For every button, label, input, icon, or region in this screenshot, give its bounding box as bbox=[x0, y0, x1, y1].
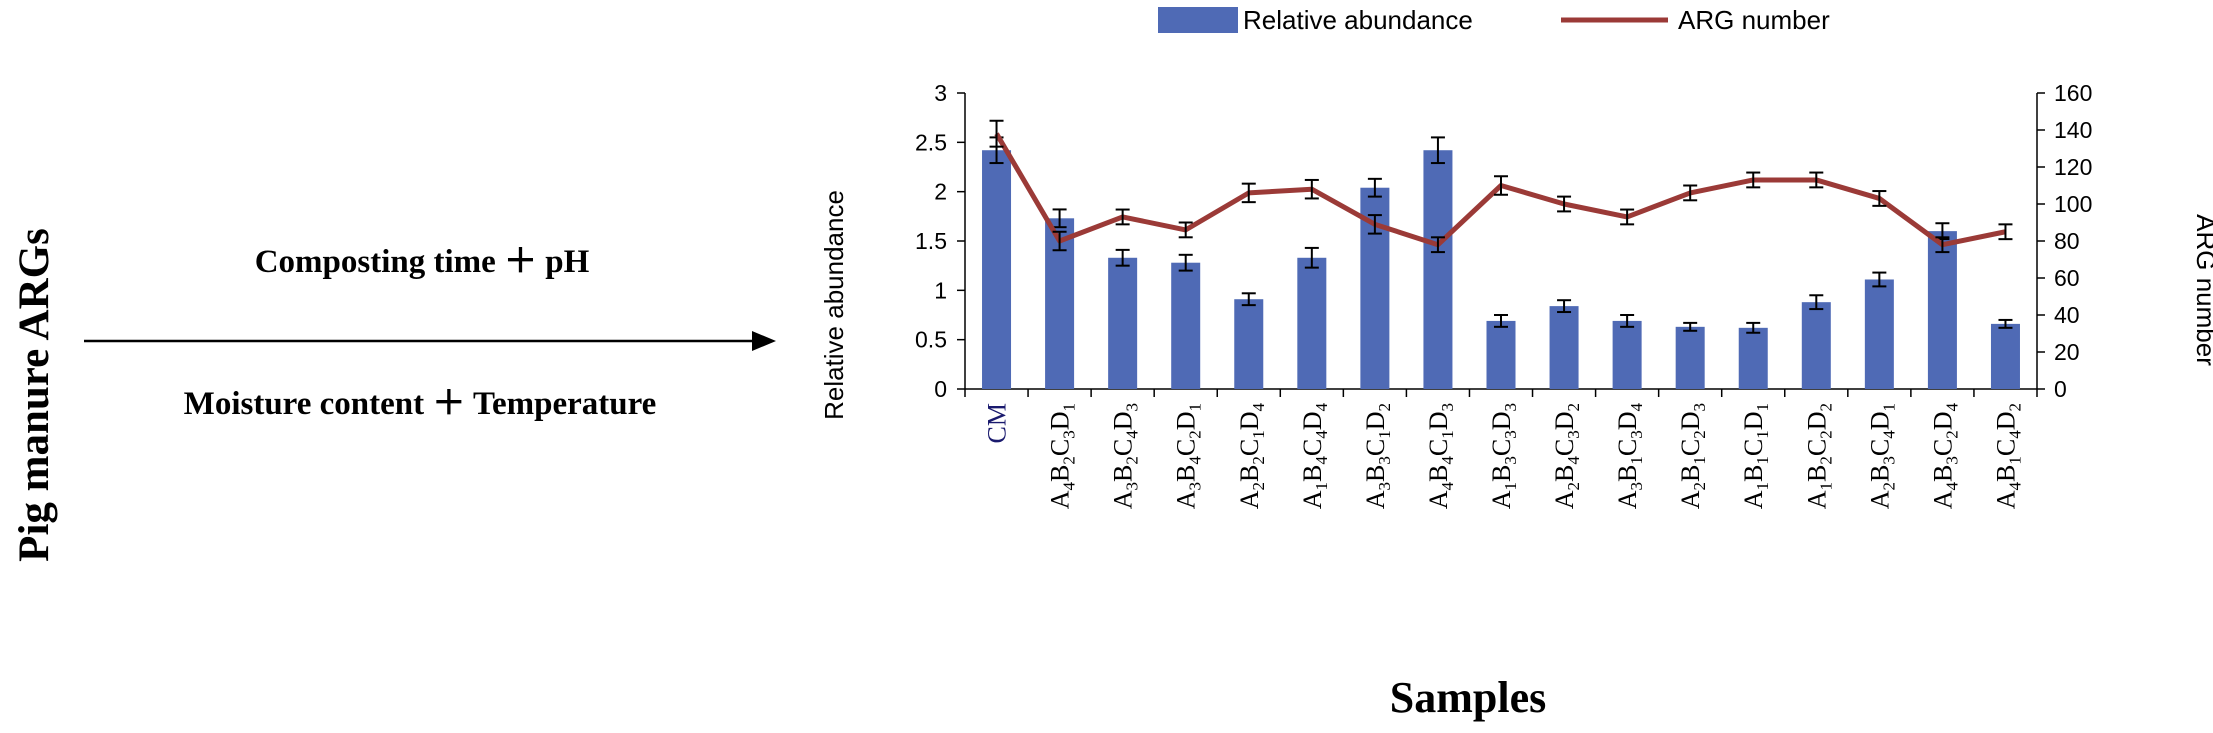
x-tick-label: A1B4C4D4 bbox=[1298, 403, 1331, 510]
y-tick-label: 1 bbox=[934, 277, 947, 303]
x-tick-label: A3B1C3D4 bbox=[1613, 403, 1646, 510]
bar bbox=[1801, 302, 1831, 389]
y-tick-label: 0.5 bbox=[915, 327, 947, 353]
x-tick-label: A1B2C2D2 bbox=[1802, 403, 1835, 509]
line-point bbox=[1683, 184, 1698, 202]
x-tick-label: A1B3C3D3 bbox=[1487, 403, 1520, 509]
y2-tick-label: 100 bbox=[2054, 191, 2092, 217]
line-point bbox=[1367, 214, 1382, 235]
bar bbox=[982, 150, 1012, 389]
line-point bbox=[1115, 208, 1130, 226]
y2-axis-label: ARG number bbox=[2191, 214, 2213, 366]
side-title: Pig manure ARGs bbox=[11, 228, 58, 562]
legend-label-arg-number: ARG number bbox=[1678, 5, 1830, 35]
y2-tick-label: 160 bbox=[2054, 80, 2092, 106]
y2-tick-label: 140 bbox=[2054, 117, 2092, 143]
bar bbox=[1675, 326, 1705, 389]
bar bbox=[1990, 323, 2020, 389]
bar bbox=[1738, 327, 1768, 389]
bar-error bbox=[1304, 246, 1319, 269]
x-tick-label: A2B3C4D1 bbox=[1865, 403, 1898, 509]
y2-tick-label: 40 bbox=[2054, 302, 2080, 328]
line-point bbox=[1998, 223, 2013, 241]
x-tick-label: A4B2C3D1 bbox=[1046, 403, 1079, 509]
bar-error bbox=[1872, 271, 1887, 288]
line-point bbox=[1430, 236, 1445, 254]
legend-swatch-relative-abundance bbox=[1158, 7, 1238, 33]
x-tick-label: A2B1C2D3 bbox=[1676, 403, 1709, 509]
tick-labels: 0 0.5 1 1.5 2 2.5 3 0 20 40 60 80 100 120 140 160 CM A4B2… bbox=[915, 80, 2092, 509]
line-point bbox=[1872, 190, 1887, 207]
line-point bbox=[1304, 178, 1319, 200]
x-tick-label: A2B4C3D2 bbox=[1550, 403, 1583, 509]
bar-error bbox=[1430, 136, 1445, 165]
line-series bbox=[989, 119, 2013, 254]
bar-error bbox=[1998, 318, 2013, 329]
legend: Relative abundance ARG number bbox=[1158, 5, 1830, 35]
bar-error bbox=[1052, 208, 1067, 229]
bar bbox=[1171, 262, 1201, 389]
line-point bbox=[1809, 171, 1824, 189]
bar bbox=[1927, 231, 1957, 389]
bar-error bbox=[1809, 294, 1824, 311]
y2-tick-label: 20 bbox=[2054, 339, 2080, 365]
x-tick-label: A2B2C1D4 bbox=[1235, 403, 1268, 510]
y-tick-label: 1.5 bbox=[915, 228, 947, 254]
y2-tick-label: 0 bbox=[2054, 376, 2067, 402]
bar-error bbox=[1241, 292, 1256, 307]
bar-error bbox=[1746, 321, 1761, 334]
x-tick-label: A4B4C1D3 bbox=[1424, 403, 1457, 509]
line-point bbox=[1620, 208, 1635, 226]
line-point bbox=[1052, 230, 1067, 252]
y2-tick-label: 120 bbox=[2054, 154, 2092, 180]
bar bbox=[1108, 257, 1138, 389]
y-tick-label: 2.5 bbox=[915, 129, 947, 155]
line-point bbox=[989, 119, 1004, 148]
line-point bbox=[1178, 221, 1193, 239]
x-tick-label: A1B1C1D1 bbox=[1739, 403, 1772, 509]
bar-error bbox=[1557, 299, 1572, 314]
x-tick-label: A4B1C4D2 bbox=[1991, 403, 2024, 509]
line-point bbox=[1494, 175, 1508, 196]
arrow-head bbox=[752, 331, 776, 351]
y-tick-label: 0 bbox=[934, 376, 947, 402]
bar bbox=[1234, 299, 1264, 389]
bar-error bbox=[1494, 314, 1508, 328]
x-tick-label: CM bbox=[983, 403, 1012, 443]
bar bbox=[1486, 320, 1516, 389]
line-point bbox=[1557, 195, 1572, 213]
bar bbox=[1612, 320, 1642, 389]
x-tick-label: A3B2C4D3 bbox=[1109, 403, 1142, 509]
line-point bbox=[1935, 236, 1950, 254]
x-tick-label: A3B3C1D2 bbox=[1361, 403, 1394, 509]
y2-tick-label: 60 bbox=[2054, 265, 2080, 291]
line-point bbox=[1746, 171, 1761, 189]
bar bbox=[1423, 150, 1453, 389]
y-axis-label: Relative abundance bbox=[819, 190, 849, 420]
y-tick-label: 2 bbox=[934, 179, 947, 205]
bar-error bbox=[1178, 253, 1193, 272]
bar-error bbox=[1683, 321, 1698, 332]
y-tick-label: 3 bbox=[934, 80, 947, 106]
bar bbox=[1549, 306, 1579, 389]
x-tick-label: A4B3C2D4 bbox=[1928, 403, 1961, 510]
bar-error bbox=[1367, 177, 1382, 198]
x-axis-label: Samples bbox=[1390, 673, 1546, 722]
bar-series bbox=[982, 136, 2020, 389]
factor-bottom-label: Moisture content ＋ Temperature bbox=[184, 386, 657, 422]
bar bbox=[1297, 257, 1327, 389]
bar-error bbox=[1620, 314, 1635, 328]
bar-error bbox=[1115, 248, 1130, 267]
legend-label-relative-abundance: Relative abundance bbox=[1243, 5, 1473, 35]
factor-top-label: Composting time ＋ pH bbox=[255, 244, 590, 280]
line-point bbox=[1241, 182, 1256, 204]
y2-tick-label: 80 bbox=[2054, 228, 2080, 254]
bar bbox=[1864, 279, 1894, 389]
x-tick-label: A3B4C2D1 bbox=[1172, 403, 1205, 509]
